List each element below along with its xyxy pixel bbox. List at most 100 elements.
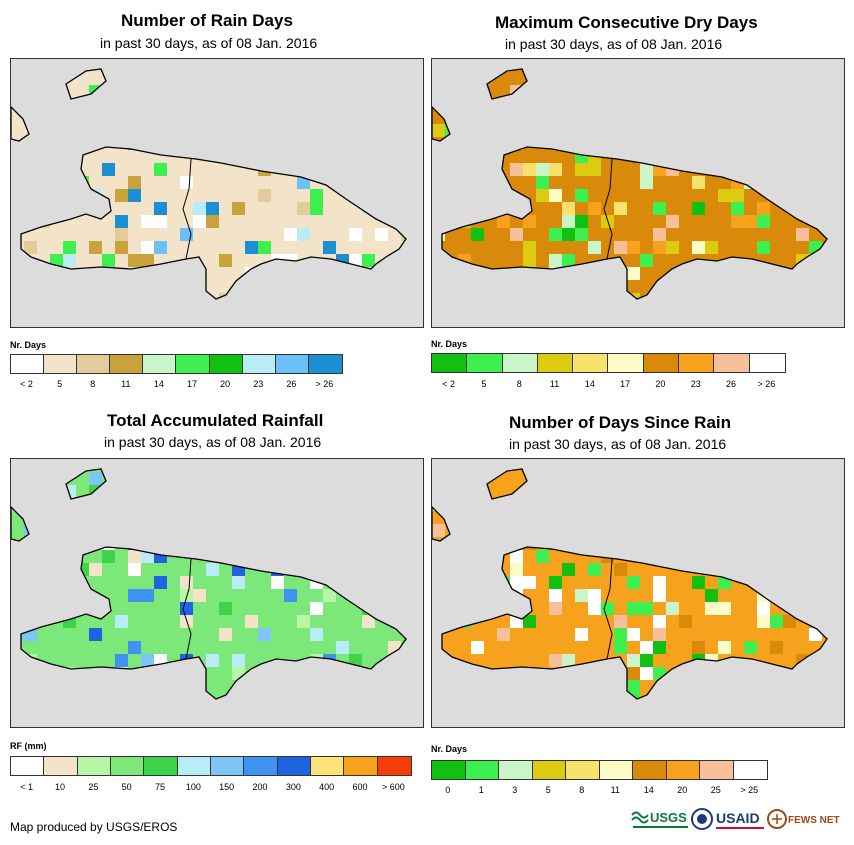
legend-ticks: < 2 5 8 11 14 17 20 23 26 > 26 (10, 379, 341, 391)
legend-tick-label: 23 (253, 379, 264, 389)
credit-text: Map produced by USGS/EROS (10, 820, 178, 834)
panel-subtitle: in past 30 days, as of 08 Jan. 2016 (104, 434, 322, 450)
legend-tick-label: < 1 (20, 782, 34, 792)
map-rainfall (10, 458, 424, 728)
legend-swatch (733, 761, 767, 779)
panel-title: Number of Rain Days (121, 11, 293, 30)
legend-tick-label: 400 (319, 782, 335, 792)
country-border (603, 158, 613, 260)
legend-swatch (643, 354, 680, 372)
legend-tick-label: 1 (478, 785, 484, 795)
legend-swatch (749, 354, 785, 372)
legend-swatch (77, 757, 111, 775)
legend-swatch (377, 757, 411, 775)
legend-swatch (310, 757, 345, 775)
coastline (432, 106, 451, 142)
map-dry-days (431, 58, 845, 328)
legend-tick-label: 14 (643, 785, 654, 795)
legend-tick-label: 600 (352, 782, 368, 792)
legend-swatch (308, 355, 342, 373)
legend-swatch (499, 761, 533, 779)
legend-swatch (275, 355, 309, 373)
legend-title: Nr. Days (10, 340, 47, 350)
legend-swatch (176, 355, 210, 373)
legend-rainfall (10, 756, 412, 776)
legend-swatch (532, 761, 566, 779)
legend-swatch (77, 355, 111, 373)
legend-swatch (143, 355, 177, 373)
legend-tick-label: 0 (445, 785, 451, 795)
panel-subtitle: in past 30 days, as of 08 Jan. 2016 (100, 35, 318, 51)
legend-tick-label: 26 (726, 379, 737, 389)
legend-tick-label: > 600 (381, 782, 405, 792)
legend-swatch (566, 761, 600, 779)
legend-tick-label: 25 (710, 785, 721, 795)
legend-swatch (679, 354, 715, 372)
fews-logo: FEWS NET (767, 809, 840, 829)
legend-swatch (537, 354, 574, 372)
legend-tick-label: 200 (252, 782, 268, 792)
legend-tick-label: 300 (285, 782, 301, 792)
legend-ticks: 0 1 3 5 8 11 14 20 25 > 25 (431, 785, 766, 797)
usgs-text: USGS (650, 810, 687, 825)
legend-swatch (242, 355, 276, 373)
legend-ticks: < 2 5 8 11 14 17 20 23 26 > 26 (431, 379, 784, 391)
legend-swatch (44, 757, 78, 775)
legend-swatch (467, 354, 503, 372)
legend-rain-days (10, 354, 343, 374)
coastline (441, 546, 828, 700)
legend-swatch (608, 354, 644, 372)
legend-tick-label: 20 (220, 379, 231, 389)
map-svg (11, 468, 407, 700)
legend-swatch (11, 355, 45, 373)
legend-swatch (177, 757, 211, 775)
legend-swatch (110, 355, 144, 373)
map-svg (11, 68, 407, 300)
legend-tick-label: 150 (219, 782, 235, 792)
legend-tick-label: > 25 (740, 785, 759, 795)
map-svg (432, 468, 828, 700)
usaid-text: USAID (716, 810, 760, 826)
country-border (182, 558, 192, 660)
legend-swatch (502, 354, 538, 372)
usaid-logo: USAID (716, 810, 764, 829)
legend-swatch (700, 761, 734, 779)
legend-title: Nr. Days (431, 744, 468, 754)
legend-swatch (110, 757, 145, 775)
agency-logos: USGS USAID FEWS NET (630, 806, 845, 834)
panel-subtitle: in past 30 days, as of 08 Jan. 2016 (505, 36, 723, 52)
legend-tick-label: 26 (286, 379, 297, 389)
legend-swatch (599, 761, 633, 779)
coastline (11, 106, 30, 142)
legend-tick-label: 8 (90, 379, 96, 389)
legend-tick-label: < 2 (20, 379, 33, 389)
legend-tick-label: 14 (584, 379, 595, 389)
coastline (441, 146, 828, 300)
legend-tick-label: 5 (545, 785, 551, 795)
legend-swatch (244, 757, 278, 775)
legend-swatch (277, 757, 311, 775)
legend-days-since-rain (431, 760, 768, 780)
legend-ticks: < 1 10 25 50 75 100 150 200 300 400 600 > 600 (10, 782, 410, 794)
coastline (20, 546, 407, 700)
coastline (486, 68, 528, 100)
usgs-logo: USGS (631, 810, 688, 828)
legend-tick-label: 25 (88, 782, 99, 792)
coastline (65, 468, 107, 500)
legend-title: Nr. Days (431, 339, 468, 349)
country-border (182, 158, 192, 260)
legend-tick-label: 100 (185, 782, 201, 792)
legend-tick-label: 11 (549, 379, 560, 389)
legend-swatch (344, 757, 378, 775)
legend-tick-label: 50 (121, 782, 132, 792)
legend-tick-label: 75 (154, 782, 166, 792)
panel-title: Maximum Consecutive Dry Days (495, 13, 758, 32)
country-border (603, 558, 613, 660)
legend-swatch (465, 761, 499, 779)
legend-swatch (11, 757, 45, 775)
legend-tick-label: 14 (153, 379, 164, 389)
panel-title: Total Accumulated Rainfall (107, 411, 324, 430)
legend-tick-label: > 26 (757, 379, 776, 389)
coastline (11, 506, 30, 542)
legend-swatch (573, 354, 609, 372)
